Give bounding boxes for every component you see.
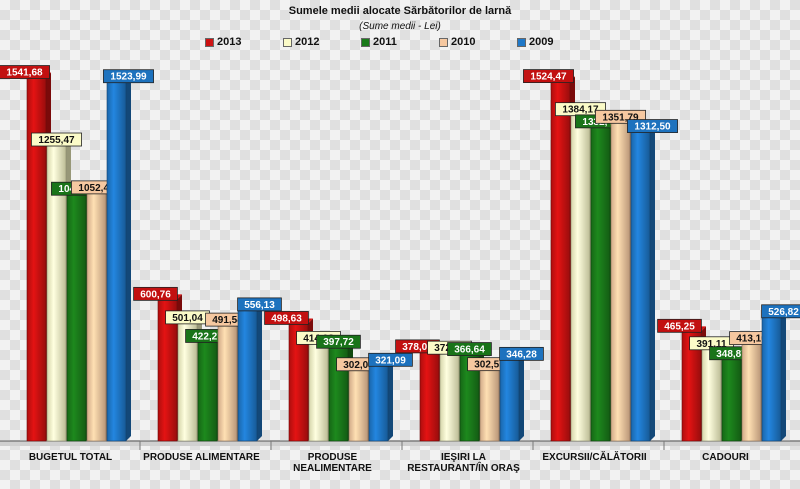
category-label: PRODUSE xyxy=(308,452,358,463)
chart-floor xyxy=(0,441,800,446)
bar-side xyxy=(388,360,393,441)
data-label-box xyxy=(368,352,413,367)
data-label-box xyxy=(0,65,50,79)
data-label: 346,28 xyxy=(506,349,537,360)
legend-item-2012: 2012 xyxy=(283,36,361,48)
data-label-box xyxy=(761,304,800,319)
data-label: 391,11 xyxy=(696,339,726,350)
data-label: 526,82 xyxy=(768,307,799,318)
bar-2011 xyxy=(590,126,611,442)
data-label: 498,63 xyxy=(271,313,302,324)
data-label-box xyxy=(447,342,492,356)
legend: 2013 2012 2011 2010 2009 xyxy=(0,36,800,48)
category-label: EXCURSII/CĂLĂTORII xyxy=(542,450,646,463)
data-label: 302,55 xyxy=(474,360,505,371)
data-label-box xyxy=(316,334,361,349)
data-label: 1541,68 xyxy=(6,68,43,79)
legend-swatch xyxy=(439,37,448,47)
bar-2010 xyxy=(217,324,238,442)
legend-item-2010: 2010 xyxy=(439,36,517,48)
bar-2013 xyxy=(26,77,47,442)
bar-2011 xyxy=(197,341,218,442)
chart-title: Sumele medii alocate Sărbătorilor de lar… xyxy=(288,5,512,17)
bar-side xyxy=(519,354,524,441)
category-label: CADOURI xyxy=(702,452,749,463)
bar-2009 xyxy=(237,309,258,442)
data-label: 1312,50 xyxy=(634,122,671,133)
bar-2011 xyxy=(66,193,87,442)
bar-2012 xyxy=(701,348,722,442)
data-label: 366,64 xyxy=(454,345,485,356)
legend-label: 2010 xyxy=(451,36,476,48)
data-label-box xyxy=(133,286,178,301)
data-label-box xyxy=(237,297,282,312)
data-label: 556,13 xyxy=(244,300,275,311)
data-label: 378,02 xyxy=(402,342,433,353)
bar-2010 xyxy=(610,122,631,442)
data-label: 422,27 xyxy=(192,331,223,342)
data-label-box xyxy=(499,346,544,361)
data-label-box xyxy=(31,132,82,147)
data-label: 501,04 xyxy=(172,313,203,324)
category-label: PRODUSE ALIMENTARE xyxy=(143,452,260,463)
data-label: 1255,47 xyxy=(38,135,75,146)
bar-2010 xyxy=(86,192,107,442)
bar-2009 xyxy=(106,81,127,442)
legend-swatch xyxy=(205,37,214,47)
legend-item-2009: 2009 xyxy=(517,36,595,48)
legend-item-2011: 2011 xyxy=(361,36,439,48)
bar-2009 xyxy=(630,131,651,442)
data-label: 1351,79 xyxy=(602,112,639,123)
bar-2012 xyxy=(439,352,460,442)
legend-swatch xyxy=(361,37,370,47)
category-label: NEALIMENTARE xyxy=(293,463,372,474)
bar-2009 xyxy=(368,365,389,442)
data-label: 1384,17 xyxy=(562,105,599,116)
legend-label: 2009 xyxy=(529,36,554,48)
data-label: 397,72 xyxy=(323,337,354,348)
data-label: 465,25 xyxy=(664,321,695,332)
data-label: 302,07 xyxy=(343,360,374,371)
bar-2009 xyxy=(761,316,782,442)
data-label: 413,10 xyxy=(736,334,767,345)
bar-2010 xyxy=(479,369,500,442)
data-label: 1523,99 xyxy=(110,72,147,83)
legend-item-2013: 2013 xyxy=(205,36,283,48)
bar-side xyxy=(781,311,786,441)
legend-label: 2012 xyxy=(295,36,320,48)
legend-label: 2013 xyxy=(217,36,242,48)
bar-side xyxy=(650,126,655,442)
legend-label: 2011 xyxy=(373,36,397,48)
category-label: BUGETUL TOTAL xyxy=(29,452,112,463)
bar-2010 xyxy=(348,369,369,442)
data-label-box xyxy=(264,311,309,325)
bar-2011 xyxy=(721,358,742,442)
legend-swatch xyxy=(517,37,526,47)
data-label-box xyxy=(523,69,574,83)
category-label: RESTAURANT/ÎN ORAŞ xyxy=(407,461,520,474)
data-label: 1052,48 xyxy=(78,183,115,194)
bar-2009 xyxy=(499,359,520,442)
data-label: 491,54 xyxy=(212,315,243,326)
data-label-box xyxy=(657,318,702,333)
bar-side xyxy=(126,76,131,441)
legend-swatch xyxy=(283,37,292,47)
data-label: 348,87 xyxy=(716,349,747,360)
data-label-box xyxy=(103,69,154,84)
bar-2012 xyxy=(308,343,329,442)
data-label: 1524,47 xyxy=(530,72,567,83)
data-label: 600,76 xyxy=(140,289,171,300)
bar-2013 xyxy=(550,81,571,442)
chart-subtitle: (Sume medii - Lei) xyxy=(359,21,441,32)
bar-2013 xyxy=(419,351,440,442)
data-label: 321,09 xyxy=(375,355,406,366)
data-label-box xyxy=(627,119,678,133)
category-label: IEŞIRI LA xyxy=(441,452,486,463)
bar-2010 xyxy=(741,343,762,442)
bar-side xyxy=(257,304,262,441)
bar-2012 xyxy=(570,114,591,442)
